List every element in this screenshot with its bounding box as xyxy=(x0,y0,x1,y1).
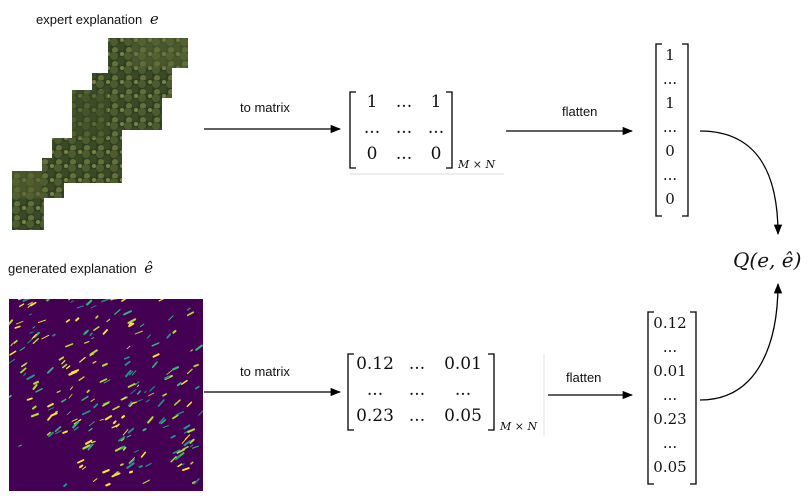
top-to-result-arrow xyxy=(700,131,778,234)
top-matrix-left-bracket xyxy=(350,92,356,168)
top-vector-right-bracket xyxy=(682,44,688,216)
bottom-vector-right-bracket xyxy=(690,312,696,484)
bottom-matrix-right-bracket xyxy=(488,354,494,430)
bottom-matrix-left-bracket xyxy=(348,354,354,430)
top-vector-left-bracket xyxy=(656,44,662,216)
top-matrix-right-bracket xyxy=(446,92,452,168)
bottom-to-result-arrow xyxy=(700,284,778,400)
bottom-vector-left-bracket xyxy=(648,312,654,484)
